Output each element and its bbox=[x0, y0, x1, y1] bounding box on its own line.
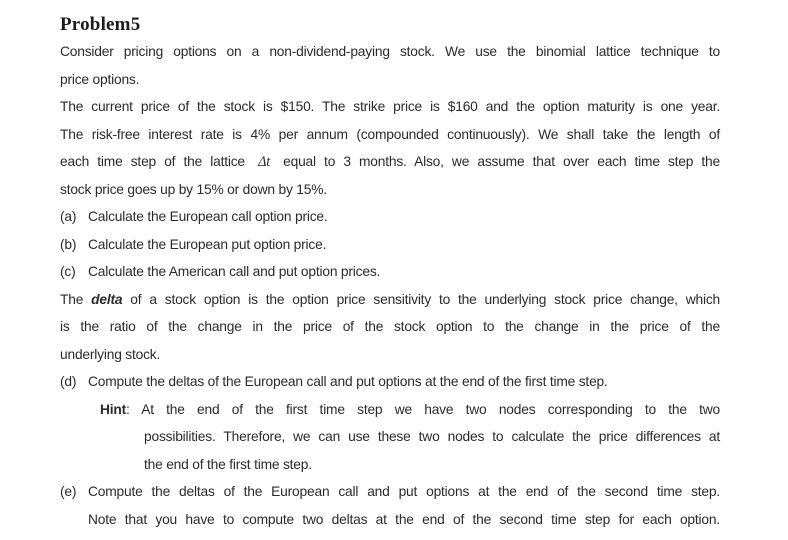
page-title: Problem5 bbox=[60, 14, 141, 35]
delta-def-line-2: is the ratio of the change in the price … bbox=[60, 319, 720, 334]
hint-label: Hint bbox=[100, 401, 127, 417]
item-e-text: Compute the deltas of the European call … bbox=[88, 484, 720, 499]
setup-line-3-pre: each time step of the lattice bbox=[60, 154, 245, 169]
item-a-text: Calculate the European call option price… bbox=[88, 209, 328, 224]
delta-def-line-1: The delta of a stock option is the optio… bbox=[60, 286, 720, 314]
delta-def-line-3: underlying stock. bbox=[60, 346, 161, 362]
item-a-label: (a) bbox=[60, 209, 77, 224]
intro-line-2: price options. bbox=[60, 71, 140, 87]
hint-line-1: Hint: At the end of the first time step … bbox=[100, 396, 720, 424]
intro-line-1: Consider pricing options on a non-divide… bbox=[60, 44, 720, 59]
list-item-d: (d) Compute the deltas of the European ca… bbox=[60, 368, 720, 396]
setup-line-3: each time step of the lattice Δt equal t… bbox=[60, 148, 720, 176]
hint-block: Hint: At the end of the first time step … bbox=[100, 396, 720, 479]
item-b-text: Calculate the European put option price. bbox=[88, 236, 327, 252]
setup-line-1: The current price of the stock is $150. … bbox=[60, 99, 720, 114]
delta-t-symbol: Δt bbox=[258, 154, 270, 170]
setup-line-4: stock price goes up by 15% or down by 15… bbox=[60, 181, 327, 197]
item-c-text: Calculate the American call and put opti… bbox=[88, 264, 381, 279]
setup-line-2: The risk-free interest rate is 4% per an… bbox=[60, 126, 720, 142]
hint-line-3: the end of the first time step. bbox=[144, 456, 312, 472]
list-item-c: (c) Calculate the American call and put o… bbox=[60, 258, 720, 286]
item-e-label: (e) bbox=[60, 484, 77, 499]
delta-def-post: of a stock option is the option price se… bbox=[130, 291, 721, 307]
delta-term: delta bbox=[91, 291, 123, 307]
hint-line-2: possibilities. Therefore, we can use the… bbox=[144, 429, 720, 444]
list-item-e: (e) Compute the deltas of the European ca… bbox=[60, 478, 720, 533]
list-item-b: (b) Calculate the European put option pri… bbox=[60, 231, 720, 259]
list-item-a: (a) Calculate the European call option pr… bbox=[60, 203, 720, 231]
item-c-label: (c) bbox=[60, 264, 76, 279]
setup-line-3-post: equal to 3 months. Also, we assume that … bbox=[283, 154, 721, 169]
item-e-line-1: (e) Compute the deltas of the European ca… bbox=[60, 478, 720, 506]
delta-def-pre: The bbox=[60, 291, 84, 307]
item-d-label: (d) bbox=[60, 374, 77, 389]
item-b-label: (b) bbox=[60, 236, 77, 252]
hint-line-1-text: At the end of the first time step we hav… bbox=[141, 401, 721, 417]
item-d-text: Compute the deltas of the European call … bbox=[88, 374, 608, 389]
item-e-line-2: Note that you have to compute two deltas… bbox=[88, 511, 720, 527]
hint-colon: : bbox=[126, 401, 130, 417]
